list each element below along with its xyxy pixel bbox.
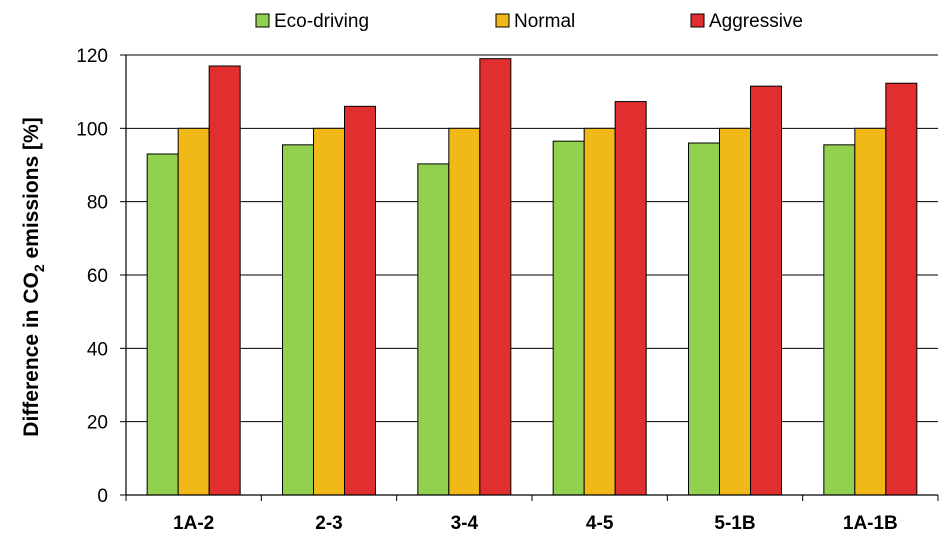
bar-aggressive bbox=[885, 82, 918, 496]
legend-swatch-aggressive bbox=[690, 13, 705, 28]
bar-normal bbox=[583, 127, 616, 496]
axes bbox=[120, 54, 939, 501]
legend-swatch-eco-driving bbox=[255, 13, 270, 28]
bar-normal bbox=[719, 127, 751, 496]
x-category-label: 2-3 bbox=[315, 513, 342, 534]
x-category-label: 1A-2 bbox=[173, 513, 214, 534]
y-axis-title: Difference in CO2 emissions [%] bbox=[20, 117, 47, 436]
bar-aggressive bbox=[614, 101, 647, 496]
y-tick-label: 100 bbox=[76, 119, 108, 140]
x-category-label: 1A-1B bbox=[843, 513, 898, 534]
legend-label: Normal bbox=[514, 11, 575, 32]
bar-normal bbox=[177, 127, 210, 496]
bar-normal bbox=[448, 127, 481, 496]
bar-eco-driving bbox=[552, 140, 585, 496]
bar-aggressive bbox=[344, 105, 376, 496]
legend-swatch-normal bbox=[495, 13, 510, 28]
bar-eco-driving bbox=[417, 163, 450, 496]
bar-eco-driving bbox=[688, 142, 720, 496]
bar-aggressive bbox=[479, 58, 512, 496]
bar-aggressive bbox=[208, 65, 241, 496]
bar-eco-driving bbox=[823, 144, 856, 496]
x-category-labels: 1A-2 2-3 3-4 4-5 5-1B 1A-1B bbox=[173, 513, 898, 534]
x-category-label: 3-4 bbox=[451, 513, 479, 534]
bar-aggressive bbox=[750, 85, 782, 496]
y-tick-label: 20 bbox=[87, 413, 108, 434]
gridlines bbox=[126, 54, 938, 423]
x-category-label: 5-1B bbox=[714, 513, 755, 534]
legend-label: Aggressive bbox=[709, 11, 803, 32]
x-category-label: 4-5 bbox=[586, 513, 614, 534]
y-tick-label: 120 bbox=[76, 46, 108, 67]
bar-eco-driving bbox=[146, 153, 179, 496]
bar-normal bbox=[854, 127, 887, 496]
y-tick-label: 60 bbox=[87, 266, 108, 287]
y-tick-label: 40 bbox=[87, 339, 108, 360]
bar-eco-driving bbox=[282, 144, 314, 496]
y-tick-labels: 0 20 40 60 80 100 120 bbox=[76, 46, 108, 507]
y-tick-label: 0 bbox=[97, 486, 108, 507]
legend: Eco-driving Normal Aggressive bbox=[255, 11, 803, 32]
bars bbox=[146, 58, 918, 496]
y-tick-label: 80 bbox=[87, 193, 108, 214]
legend-label: Eco-driving bbox=[274, 11, 369, 32]
bar-normal bbox=[313, 127, 345, 496]
